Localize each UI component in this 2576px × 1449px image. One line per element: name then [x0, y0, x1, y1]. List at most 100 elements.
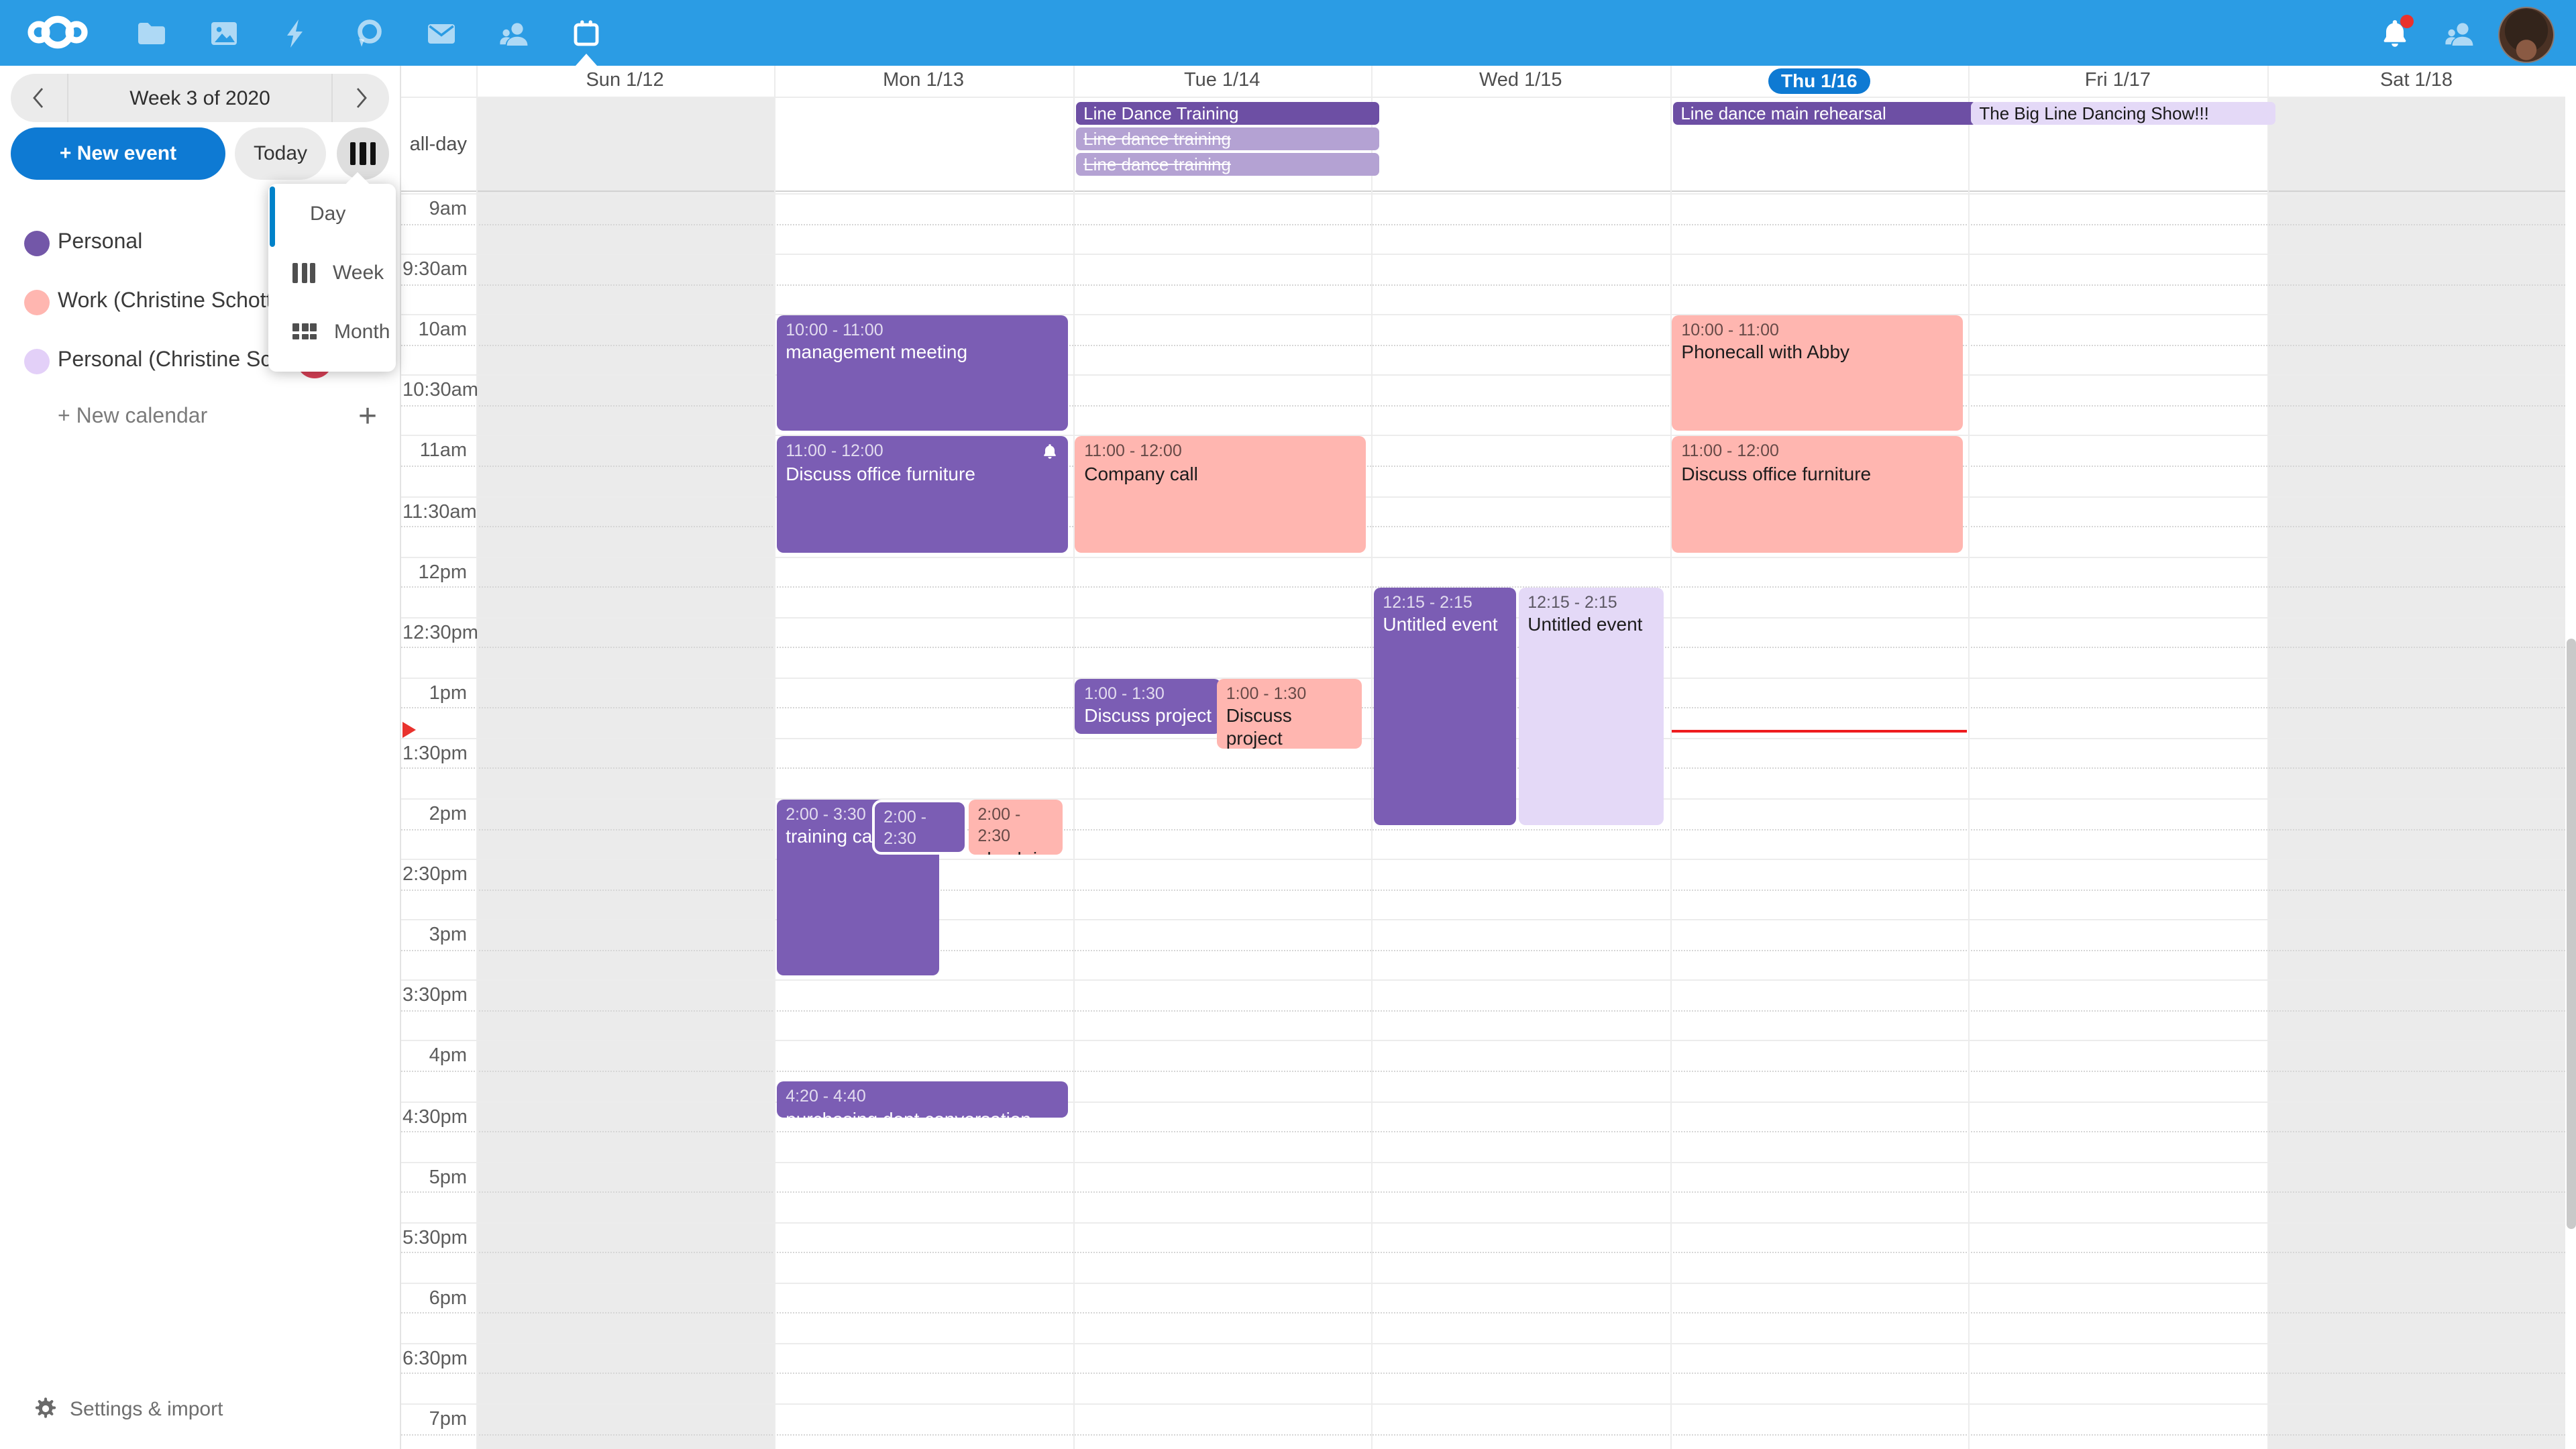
calendar-event[interactable]: 12:15 - 2:15 Untitled event [1373, 588, 1517, 825]
quarter-gridline [400, 344, 2566, 346]
allday-gutter-label: all-day [409, 134, 467, 156]
time-gutter-label: 3:30pm [402, 985, 468, 1007]
quarter-gridline [400, 1131, 2566, 1133]
active-app-indicator [576, 54, 597, 66]
hour-gridline [400, 496, 2566, 497]
notifications-bell-icon[interactable] [2379, 15, 2414, 50]
event-time: 10:00 - 11:00 [1681, 321, 1779, 340]
allday-event[interactable]: Line dance training [1075, 152, 1380, 176]
calendar-event[interactable]: 11:00 - 12:00 Discuss office furniture [776, 436, 1068, 553]
time-gutter-label: 2pm [429, 804, 467, 825]
settings-import-label: Settings & import [70, 1398, 223, 1421]
event-time: 10:00 - 11:00 [786, 321, 883, 340]
nextcloud-logo[interactable] [27, 12, 89, 59]
view-switcher-button[interactable] [337, 127, 389, 180]
event-time: 12:15 - 2:15 [1383, 593, 1472, 612]
time-gutter-label: 6:30pm [402, 1348, 468, 1370]
view-menu-item-day[interactable]: Day [268, 184, 396, 243]
calendar-color-dot[interactable] [24, 348, 50, 374]
time-gutter-label: 9:30am [402, 259, 468, 281]
time-gutter-label: 1:30pm [402, 743, 468, 765]
new-calendar-label: + New calendar [58, 405, 208, 428]
calendar-color-dot[interactable] [24, 230, 50, 256]
allday-event[interactable]: Line dance main rehearsal [1672, 101, 1977, 125]
event-time: 4:20 - 4:40 [786, 1087, 866, 1106]
next-week-button[interactable] [333, 74, 389, 122]
today-button[interactable]: Today [235, 127, 326, 180]
week-view-grid: Sun 1/12 Mon 1/13 Tue 1/14 Wed 1/15 Thu 1/16… [400, 66, 2576, 1449]
event-title: Company call [1084, 462, 1198, 484]
event-time: 11:00 - 12:00 [1084, 441, 1182, 461]
scrollbar-thumb[interactable] [2566, 639, 2575, 1229]
event-time: 2:00 - 2:30 [883, 808, 927, 849]
quarter-gridline [400, 949, 2566, 951]
app-calendar-icon[interactable] [570, 17, 602, 50]
today-date-pill[interactable]: Thu 1/16 [1768, 68, 1871, 93]
quarter-gridline [400, 223, 2566, 225]
quarter-gridline [400, 1312, 2566, 1314]
allday-event[interactable]: The Big Line Dancing Show!!! [1971, 101, 2275, 125]
view-menu-item-month[interactable]: Month [268, 302, 396, 361]
view-menu-item-label: Day [310, 202, 346, 225]
settings-import-button[interactable]: Settings & import [0, 1390, 400, 1430]
hour-gridline [400, 254, 2566, 256]
calendar-event[interactable]: 2:00 - 2:30check-in [968, 800, 1063, 855]
quarter-gridline [400, 1010, 2566, 1012]
app-mail-icon[interactable] [425, 17, 458, 50]
calendar-event[interactable]: 10:00 - 11:00 Phonecall with Abby [1672, 315, 1964, 431]
time-gutter-label: 10:30am [402, 380, 478, 402]
app-photos-icon[interactable] [208, 17, 240, 50]
calendar-event[interactable]: 2:00 - 2:30check-in [871, 800, 967, 855]
current-time-line [1671, 729, 1968, 733]
app-talk-icon[interactable] [353, 17, 385, 50]
new-event-button[interactable]: + New event [11, 127, 225, 180]
gear-icon [35, 1397, 56, 1418]
hour-gridline [400, 193, 2566, 195]
app-activity-icon[interactable] [280, 17, 313, 50]
allday-event[interactable]: Line Dance Training [1075, 101, 1380, 125]
event-title: check-in [977, 847, 1054, 855]
view-menu-item-week[interactable]: Week [268, 243, 396, 302]
day-header-label: Tue 1/14 [1183, 70, 1260, 91]
event-time: 2:00 - 2:30 [977, 805, 1021, 846]
app-files-icon[interactable] [136, 17, 168, 50]
event-time: 2:00 - 3:30 [786, 805, 866, 824]
day-header: Tue 1/14 [1073, 66, 1371, 95]
hour-gridline [400, 1222, 2566, 1224]
hour-gridline [400, 1101, 2566, 1102]
time-gutter-label: 11:30am [402, 501, 477, 523]
day-header-label: Wed 1/15 [1479, 70, 1562, 91]
dropdown-scrollbar[interactable] [270, 186, 275, 247]
calendar-event[interactable]: 12:15 - 2:15 Untitled event [1518, 588, 1664, 825]
time-gutter-label: 11am [419, 440, 467, 462]
day-header: Mon 1/13 [774, 66, 1073, 95]
calendar-list-item[interactable]: Personal [0, 213, 400, 272]
event-title: Discuss office furniture [786, 462, 975, 484]
view-menu-item-label: Week [333, 261, 384, 284]
hour-gridline [400, 919, 2566, 921]
day-header: Sun 1/12 [476, 66, 774, 95]
time-gutter-label: 4:30pm [402, 1106, 468, 1128]
calendar-color-dot[interactable] [24, 289, 50, 315]
quarter-gridline [400, 284, 2566, 286]
calendar-event[interactable]: 4:20 - 4:40 purchasing dept conversation [776, 1081, 1068, 1118]
previous-week-button[interactable] [11, 74, 67, 122]
new-calendar-button[interactable]: + New calendar + [0, 390, 400, 449]
current-time-marker [402, 721, 416, 738]
quarter-gridline [400, 1373, 2566, 1375]
calendar-event[interactable]: 10:00 - 11:00 management meeting [776, 315, 1068, 431]
calendar-event[interactable]: 11:00 - 12:00 Discuss office furniture [1672, 436, 1964, 553]
calendar-list-item[interactable]: Work (Christine Schott) [0, 272, 400, 331]
hour-gridline [400, 556, 2566, 558]
allday-event[interactable]: Line dance training [1075, 127, 1380, 151]
day-header: Sat 1/18 [2267, 66, 2565, 95]
user-avatar[interactable] [2498, 7, 2555, 63]
event-title: Untitled event [1527, 613, 1643, 635]
week-label: Week 3 of 2020 [67, 74, 333, 122]
calendar-event[interactable]: 11:00 - 12:00 Company call [1075, 436, 1366, 553]
event-time: 11:00 - 12:00 [786, 441, 883, 461]
contacts-menu-icon[interactable] [2443, 17, 2475, 50]
app-contacts-icon[interactable] [498, 17, 530, 50]
